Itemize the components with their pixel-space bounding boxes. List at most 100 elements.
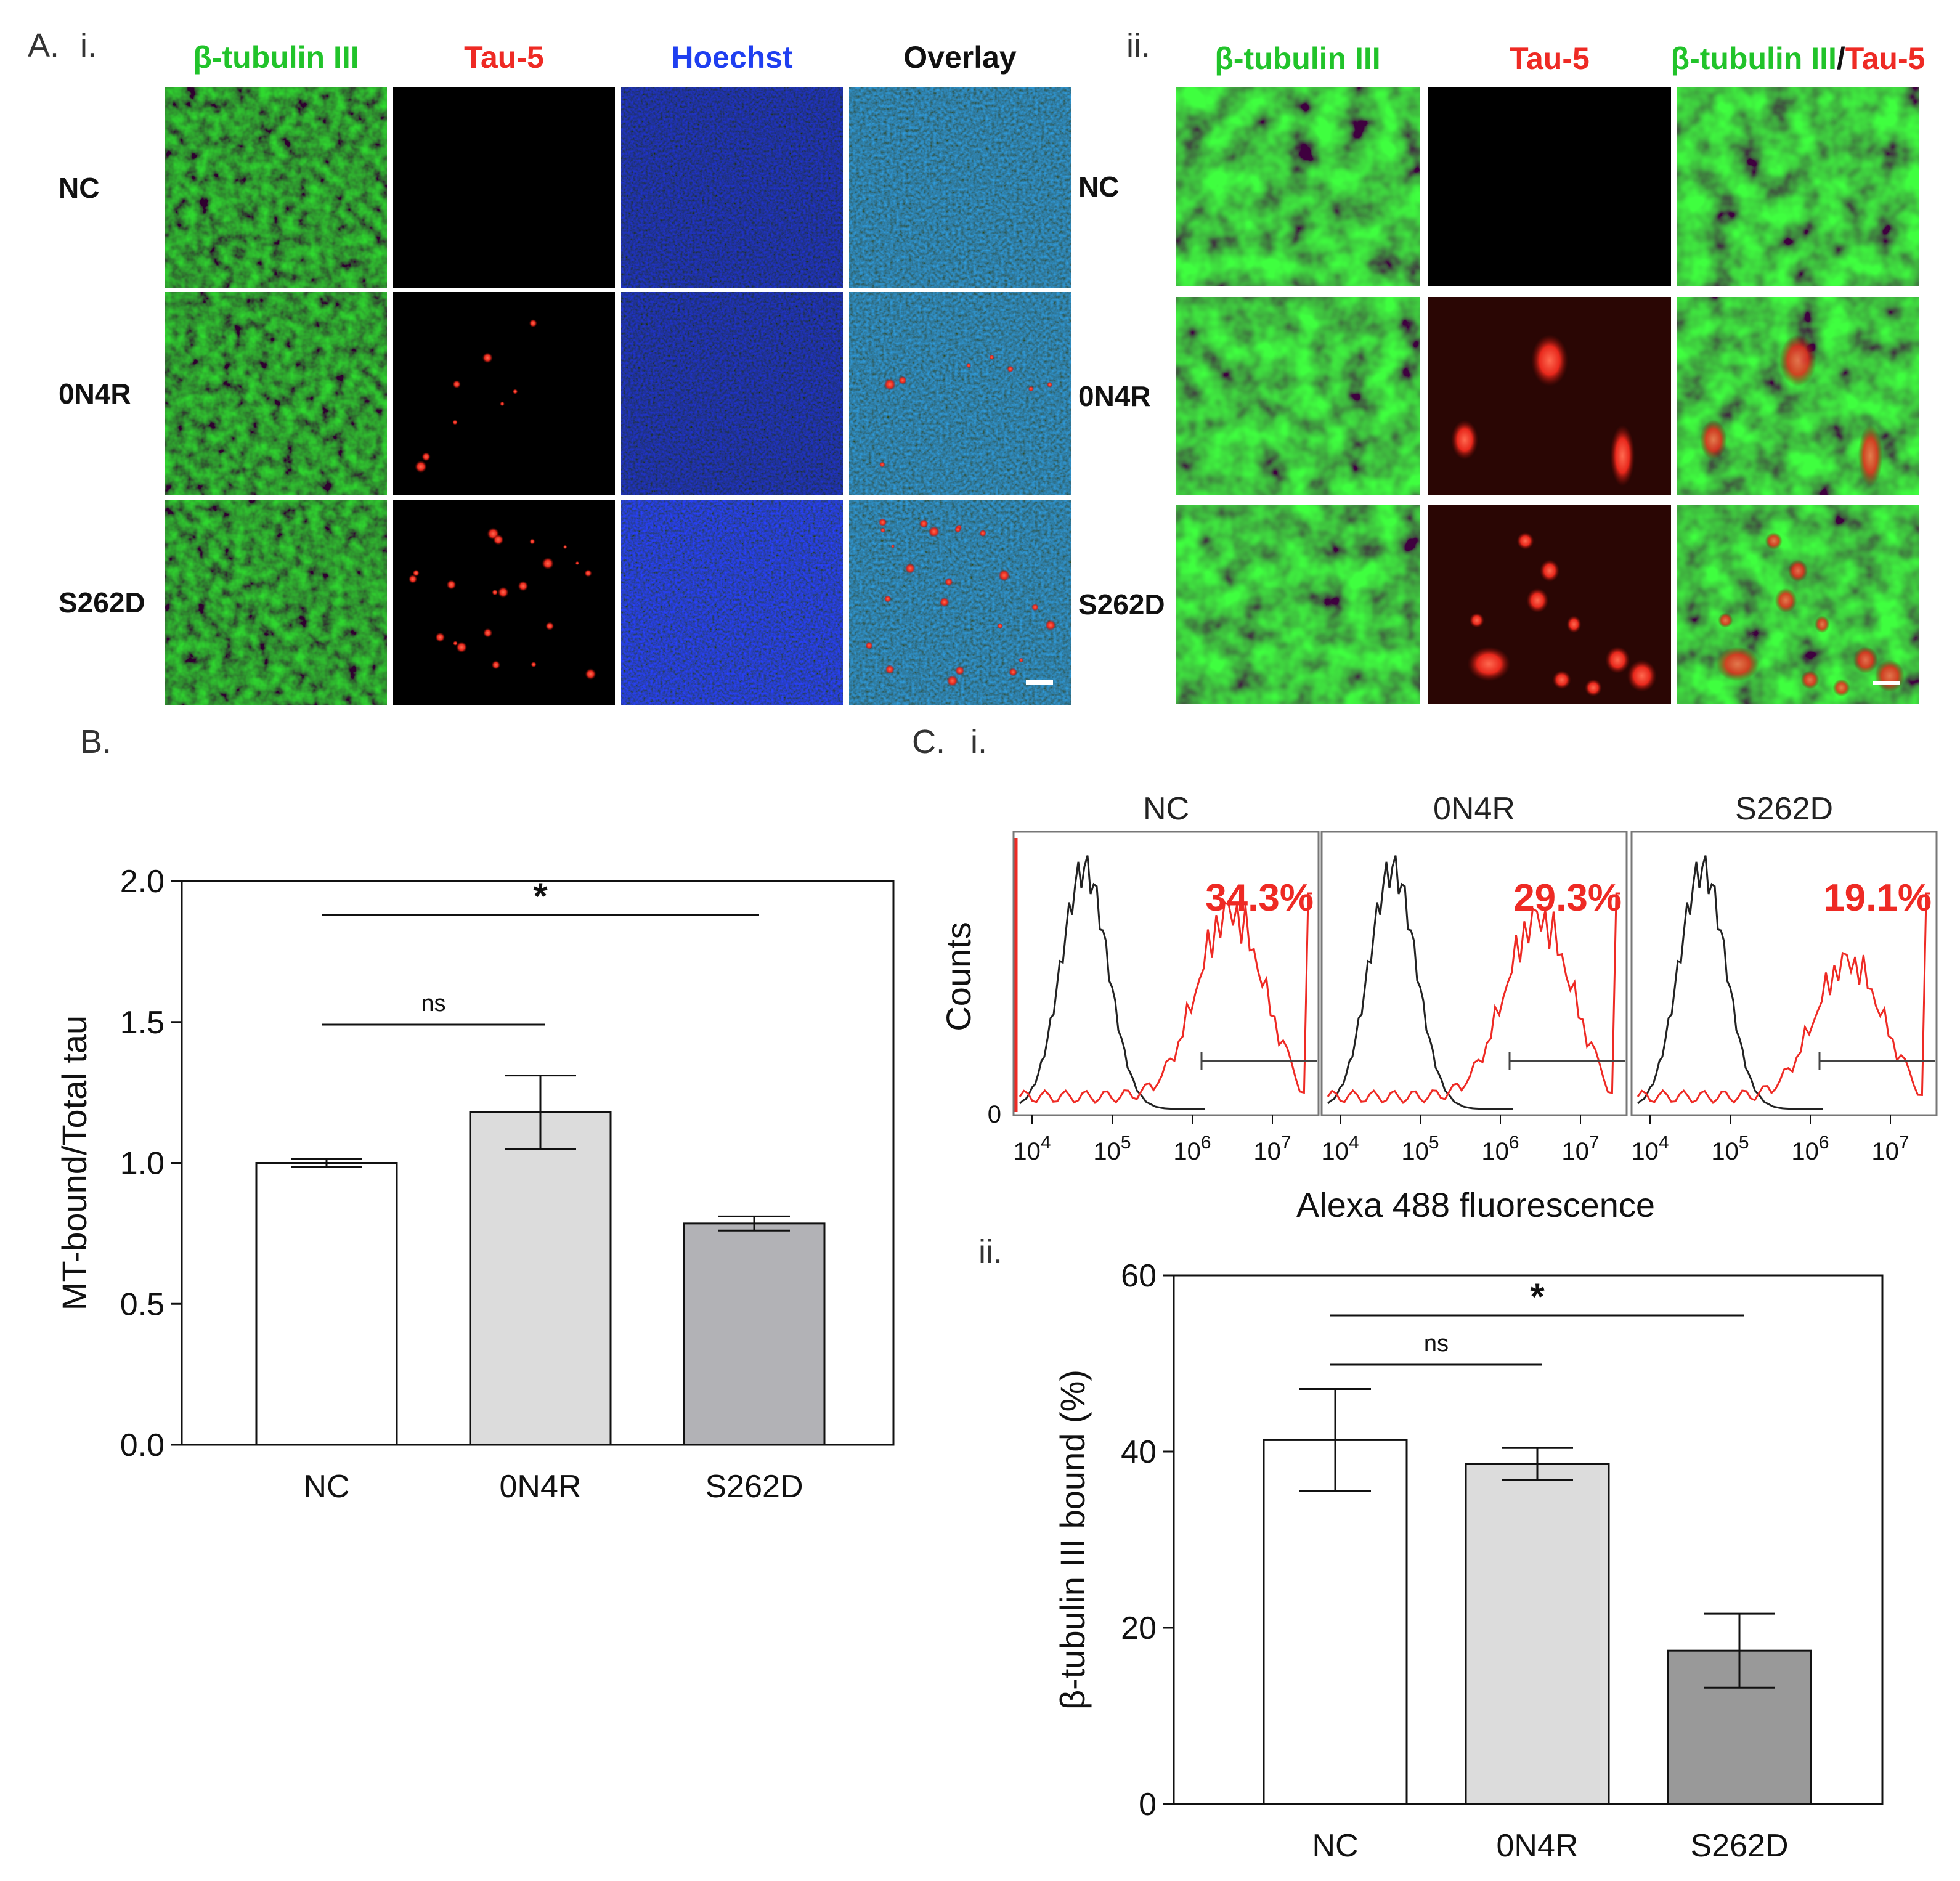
x-tick-label: 104	[1013, 1132, 1051, 1165]
x-tick-label: NC	[1312, 1828, 1358, 1864]
row-label: NC	[59, 172, 99, 204]
tau-spot	[575, 561, 580, 566]
tau-spot	[415, 460, 427, 473]
histogram-frame	[1320, 831, 1628, 1116]
column-header: Tau-5	[1510, 41, 1590, 76]
tick-base: 10	[1173, 1138, 1201, 1165]
tau-spot	[1047, 381, 1053, 388]
bar	[683, 1222, 826, 1446]
tau-spot	[1566, 615, 1582, 633]
micrograph	[1677, 87, 1919, 286]
control-histogram	[1019, 855, 1205, 1110]
tau-spot	[946, 675, 958, 687]
scale-bar	[1873, 681, 1900, 685]
x-tick-label: 106	[1173, 1132, 1211, 1165]
histogram-title: 0N4R	[1433, 791, 1515, 827]
stained-histogram	[1637, 892, 1930, 1104]
x-tick-label: 105	[1401, 1132, 1439, 1165]
green-texture	[1176, 505, 1420, 704]
micrograph	[849, 292, 1071, 495]
x-tick-label: 105	[1093, 1132, 1131, 1165]
micrograph-bg	[1428, 87, 1671, 286]
y-tick-label: 1.0	[120, 1146, 165, 1182]
tau-spot	[512, 389, 518, 394]
tau-spot	[1469, 612, 1484, 628]
tau-spot	[1788, 559, 1808, 582]
tick-base: 10	[1401, 1138, 1429, 1165]
tick-exponent: 6	[1819, 1132, 1829, 1153]
tau-spot	[880, 527, 886, 533]
stained-histogram	[1327, 892, 1620, 1104]
x-tick-label: 104	[1631, 1132, 1669, 1165]
column-header: β-tubulin III	[1214, 41, 1380, 76]
tau-spot	[884, 595, 892, 603]
tau-spot	[482, 352, 493, 364]
micrograph	[393, 500, 615, 705]
green-texture	[165, 87, 387, 288]
micrograph	[393, 292, 615, 495]
bar	[255, 1162, 398, 1446]
tau-spot	[1467, 646, 1511, 681]
tau-spot	[518, 580, 529, 591]
micrograph	[849, 500, 1071, 705]
tau-spot	[435, 632, 445, 643]
tick-exponent: 7	[1281, 1132, 1291, 1153]
x-tick-label: 104	[1321, 1132, 1359, 1165]
tick-base: 10	[1321, 1138, 1349, 1165]
stained-histogram	[1019, 892, 1312, 1104]
significance-label: ns	[421, 991, 445, 1017]
tau-spot	[1526, 588, 1549, 613]
tau-spot	[966, 363, 972, 368]
control-histogram	[1327, 855, 1513, 1110]
tau-spot	[1019, 657, 1024, 663]
tau-spot	[1832, 679, 1850, 697]
y-axis-label: Counts	[939, 922, 978, 1031]
blue-texture	[621, 500, 843, 705]
tick-exponent: 5	[1429, 1132, 1439, 1153]
micrograph	[1176, 297, 1420, 495]
y-tick-label: 40	[1121, 1434, 1157, 1470]
overlay-header-part1: β-tubulin III	[1671, 41, 1837, 76]
panel-a-ii-label: ii.	[1126, 27, 1150, 64]
tau-spot	[1718, 612, 1733, 628]
tau-spot	[500, 401, 505, 407]
tau-spot	[1853, 646, 1878, 674]
blue-texture	[621, 292, 843, 495]
tau-spot	[954, 665, 965, 676]
panel-a-label: A.	[28, 27, 59, 64]
histogram-frame	[1630, 831, 1938, 1116]
tau-spot	[898, 376, 907, 385]
column-header: β-tubulin III/Tau-5	[1671, 41, 1925, 76]
overlay-texture	[849, 87, 1071, 288]
tick-exponent: 5	[1739, 1132, 1749, 1153]
significance-label: ns	[1424, 1331, 1449, 1357]
micrograph	[621, 292, 843, 495]
tau-spot	[1765, 532, 1783, 550]
tau-spot	[1858, 425, 1883, 487]
y-tick-label: 60	[1121, 1258, 1157, 1294]
bar-chart-tubulin-bound: 0 20 40 60 NC 0N4R S262D * ns β-tubulin III bound…	[1053, 1258, 1884, 1864]
tau-spot	[452, 380, 461, 389]
tau-spot	[491, 660, 500, 670]
panel-c-label: C.	[912, 723, 945, 760]
bar-chart-mt-bound: 0.0 0.5 1.0 1.5 2.0 NC 0N4R S262D * ns MT-bound/To…	[55, 864, 895, 1505]
x-tick-label: 107	[1871, 1132, 1909, 1165]
x-tick-label: NC	[303, 1469, 349, 1505]
tick-base: 10	[1093, 1138, 1121, 1165]
micrograph-grid-ii: β-tubulin III Tau-5 β-tubulin III/Tau-5NC0…	[1078, 41, 1925, 704]
tau-spot	[998, 569, 1010, 582]
bar	[1465, 1463, 1610, 1805]
tau-spot	[421, 452, 431, 461]
tick-base: 10	[1481, 1138, 1509, 1165]
micrograph-bg	[393, 292, 615, 495]
tau-spot	[1610, 425, 1635, 487]
tau-spot	[939, 597, 950, 607]
x-tick-label: 107	[1253, 1132, 1291, 1165]
tau-spot	[885, 664, 895, 675]
tick-base: 10	[1631, 1138, 1659, 1165]
y-tick-label: 20	[1121, 1611, 1157, 1646]
tau-spot	[446, 580, 457, 590]
tau-spot	[905, 563, 916, 574]
positive-percent: 19.1%	[1823, 877, 1932, 919]
